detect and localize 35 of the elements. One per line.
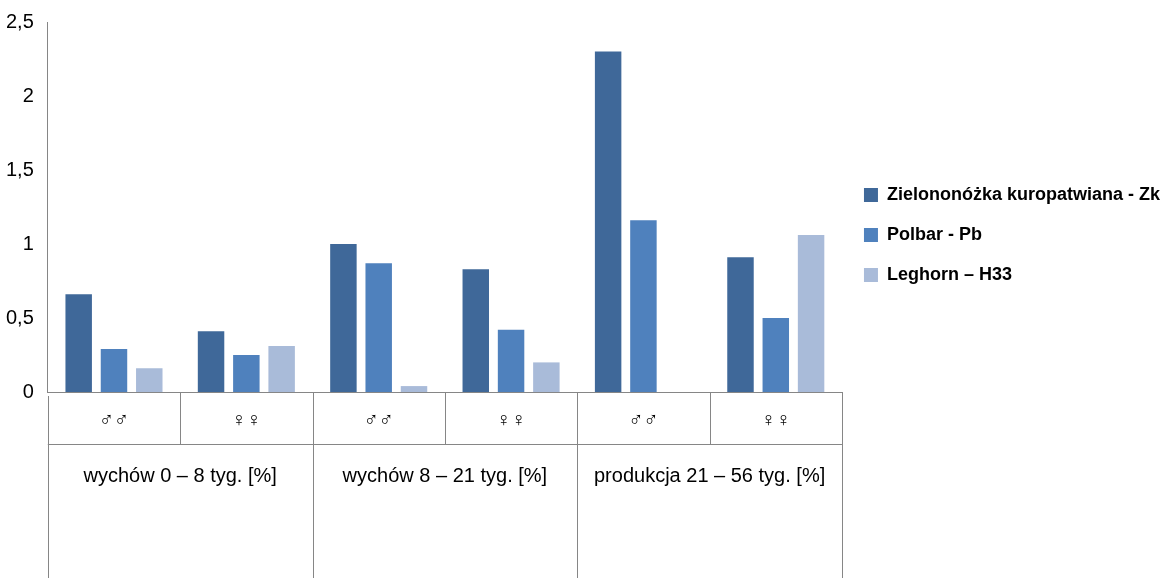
legend-label: Zielononóżka kuropatwiana - Zk xyxy=(886,183,1161,204)
x-tick-label: ♀♀ xyxy=(496,407,527,430)
text: wychów 8 – 21 tyg. [%] xyxy=(341,463,548,486)
x-tick-label: ♂♂ xyxy=(363,407,394,430)
text: wychów 0 – 8 tyg. [%] xyxy=(82,463,277,486)
x-tick-label: ♀♀ xyxy=(760,407,791,430)
bar xyxy=(630,220,657,392)
y-tick-label: 0,5 xyxy=(5,305,34,328)
bar xyxy=(727,257,754,392)
legend-label: Leghorn – H33 xyxy=(886,263,1012,284)
y-tick-label: 1,5 xyxy=(5,157,34,180)
bar xyxy=(462,269,490,392)
bar xyxy=(197,331,225,392)
y-tick-label: 0 xyxy=(22,379,34,402)
x-tick-label: ♂♂ xyxy=(98,407,129,430)
bar xyxy=(797,235,825,392)
bar xyxy=(400,386,428,392)
bar xyxy=(65,294,92,392)
text: produkcja 21 – 56 tyg. [%] xyxy=(593,463,826,486)
bar xyxy=(533,362,560,392)
x-tick-label: ♂♂ xyxy=(628,407,659,430)
bar xyxy=(762,318,790,392)
y-tick-label: 2 xyxy=(22,83,34,106)
bar xyxy=(268,346,295,392)
bar xyxy=(100,349,128,392)
x-tick-label: ♀♀ xyxy=(231,407,262,430)
bar xyxy=(365,263,392,392)
legend-label: Polbar - Pb xyxy=(886,223,982,244)
bar xyxy=(330,244,357,392)
y-tick-label: 1 xyxy=(22,231,34,254)
bar xyxy=(233,355,260,392)
bar xyxy=(497,329,525,392)
y-tick-label: 2,5 xyxy=(5,9,34,32)
bar xyxy=(136,368,163,392)
bar xyxy=(594,51,622,392)
